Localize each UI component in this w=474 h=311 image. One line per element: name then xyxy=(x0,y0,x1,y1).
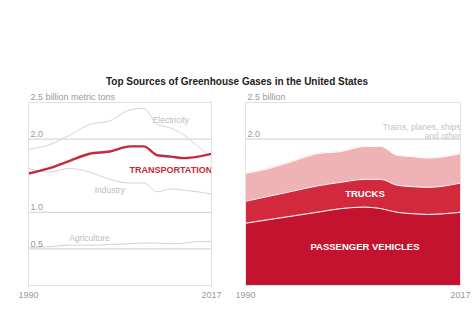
svg-text:2017: 2017 xyxy=(450,290,470,300)
svg-text:Trains, planes, shipsand other: Trains, planes, shipsand other xyxy=(383,122,461,140)
svg-text:2.5 billion metric tons: 2.5 billion metric tons xyxy=(31,92,116,102)
svg-text:PASSENGER VEHICLES: PASSENGER VEHICLES xyxy=(310,241,419,252)
svg-text:TRUCKS: TRUCKS xyxy=(345,188,385,199)
svg-text:1990: 1990 xyxy=(18,290,38,300)
svg-text:Electricity: Electricity xyxy=(153,115,190,125)
svg-text:2.0: 2.0 xyxy=(248,129,261,139)
svg-text:1.0: 1.0 xyxy=(31,202,44,212)
svg-text:1990: 1990 xyxy=(237,290,256,300)
html-text:Top Sources of Greenhouse Gase: Top Sources of Greenhouse Gases in the U… xyxy=(105,76,368,87)
svg-text:TRANSPORTATION: TRANSPORTATION xyxy=(129,165,212,175)
svg-text:2017: 2017 xyxy=(201,290,221,300)
svg-text:0.5: 0.5 xyxy=(31,239,44,249)
svg-text:Agriculture: Agriculture xyxy=(69,233,110,243)
svg-text:2.5 billion: 2.5 billion xyxy=(248,92,286,102)
svg-text:2.0: 2.0 xyxy=(31,129,44,139)
svg-text:Industry: Industry xyxy=(95,185,126,195)
